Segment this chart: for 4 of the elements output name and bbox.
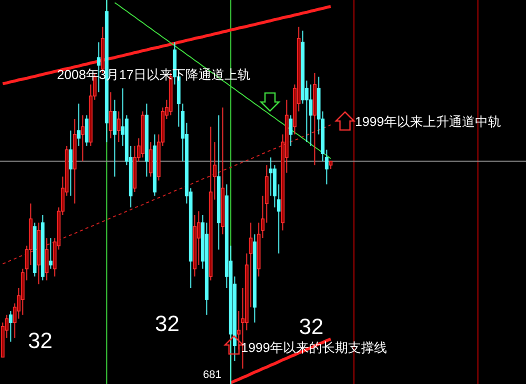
annotation: 32 [155,311,180,336]
annotation: 681 [203,369,222,381]
annotation: 32 [28,328,52,353]
annotation: 32 [299,314,324,339]
